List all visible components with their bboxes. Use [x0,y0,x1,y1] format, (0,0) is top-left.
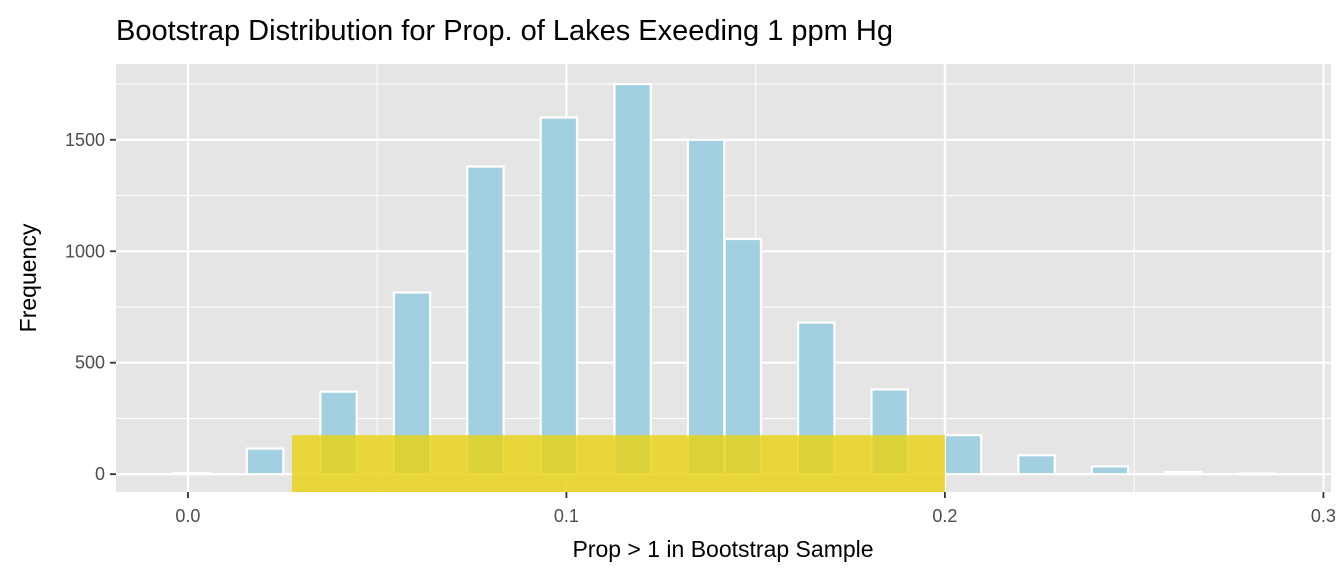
histogram-bar [539,116,579,476]
x-tick-label: 0.3 [1311,506,1336,526]
axis-ticks [110,138,1325,498]
y-tick-label: 1000 [65,241,105,261]
y-tick-label: 1500 [65,130,105,150]
x-tick-label: 0.2 [932,506,957,526]
histogram-bar [1017,454,1056,476]
tick-labels: 0.0 0.1 0.2 0.3 0 500 1000 1500 [65,130,1336,526]
histogram-bar [466,165,505,476]
histogram-bar [686,138,726,476]
x-tick-label: 0.1 [554,506,579,526]
histogram-bar [723,237,763,476]
y-tick-label: 500 [75,353,105,373]
histogram-bar [613,82,652,476]
histogram-bar [943,434,983,476]
confidence-interval-band [292,435,945,492]
histogram-bar [1237,472,1277,476]
histogram-bar [245,447,285,476]
x-axis-title: Prop > 1 in Bootstrap Sample [572,536,873,562]
histogram-bar [172,471,211,476]
x-tick-label: 0.0 [175,506,200,526]
histogram-bar [1164,470,1203,476]
chart-title: Bootstrap Distribution for Prop. of Lake… [116,15,893,47]
histogram-bar [1090,465,1130,476]
interval-highlight [292,435,945,492]
y-axis-title: Frequency [15,223,41,332]
y-tick-label: 0 [95,464,105,484]
histogram-bars [172,82,1277,476]
